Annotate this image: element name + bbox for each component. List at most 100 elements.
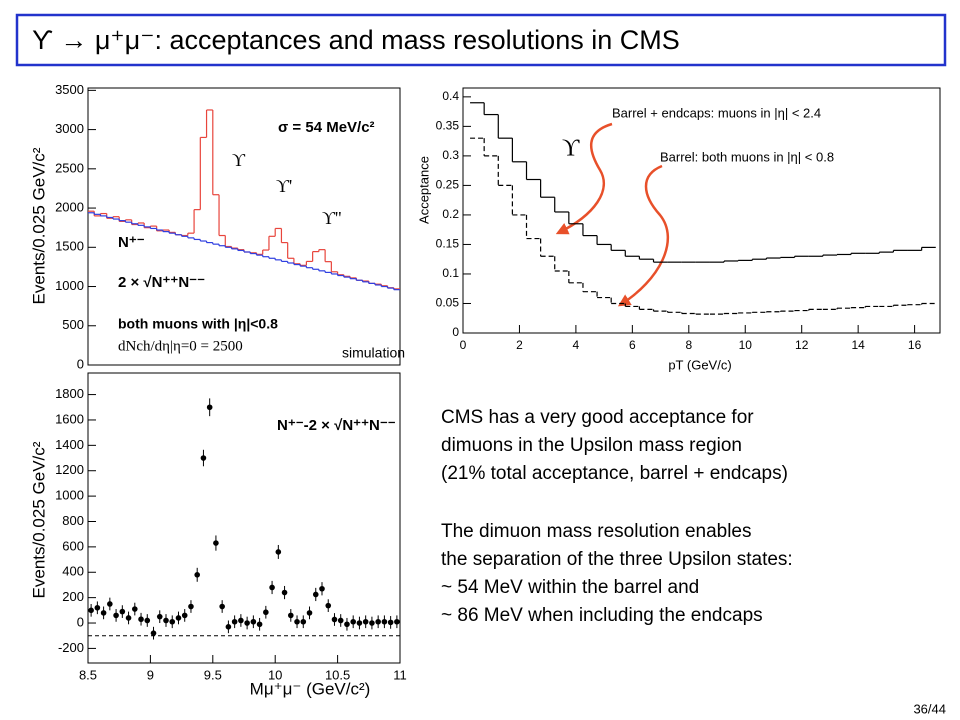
body-text: the separation of the three Upsilon stat… bbox=[441, 549, 793, 570]
x-tick-label: 9 bbox=[147, 667, 154, 682]
annotation: ϒ'' bbox=[322, 208, 342, 228]
x-tick-label: 10 bbox=[268, 667, 282, 682]
data-point bbox=[88, 607, 94, 614]
data-point bbox=[125, 615, 132, 621]
data-point bbox=[362, 618, 369, 625]
data-point bbox=[288, 612, 294, 619]
annotation: ϒ' bbox=[276, 176, 292, 196]
y-tick-label: 200 bbox=[62, 589, 84, 604]
y-tick-label: 1600 bbox=[55, 411, 84, 426]
arrow bbox=[617, 164, 670, 307]
data-point bbox=[175, 615, 182, 621]
annotation: simulation bbox=[342, 345, 405, 361]
step-connector bbox=[93, 212, 395, 290]
data-point bbox=[144, 617, 151, 624]
y-tick-label: 1000 bbox=[55, 488, 84, 503]
x-tick-label: 2 bbox=[516, 338, 523, 352]
annotation: both muons with |η|<0.8 bbox=[118, 316, 278, 332]
y-tick-label: 0 bbox=[77, 356, 84, 371]
data-point bbox=[100, 610, 107, 616]
y-tick-label: 800 bbox=[62, 513, 84, 528]
step-connector bbox=[93, 109, 395, 289]
y-tick-label: 0.25 bbox=[436, 178, 460, 192]
data-point bbox=[250, 618, 257, 625]
y-tick-label: 0.05 bbox=[436, 296, 460, 310]
data-point bbox=[113, 612, 119, 619]
title-box bbox=[15, 13, 947, 67]
x-axis-label: pT (GeV/c) bbox=[668, 357, 731, 372]
data-point bbox=[394, 618, 400, 625]
data-point bbox=[263, 609, 269, 616]
y-tick-label: 0.4 bbox=[442, 89, 459, 103]
data-point bbox=[381, 618, 388, 625]
y-tick-label: 1000 bbox=[55, 278, 84, 293]
data-point bbox=[200, 455, 207, 461]
x-tick-label: 0 bbox=[460, 338, 467, 352]
data-point bbox=[156, 613, 163, 620]
data-point bbox=[300, 618, 307, 625]
plot-frame bbox=[462, 87, 941, 334]
arrow bbox=[555, 122, 613, 235]
data-point bbox=[225, 624, 232, 630]
y-tick-label: 400 bbox=[62, 564, 84, 579]
data-point bbox=[132, 606, 138, 612]
data-point bbox=[281, 589, 288, 596]
annotation: dNch/dη|η=0 = 2500 bbox=[118, 338, 243, 354]
x-tick-label: 11 bbox=[393, 667, 407, 682]
data-point bbox=[356, 620, 363, 626]
y-tick-label: -200 bbox=[58, 640, 84, 655]
data-point bbox=[169, 618, 176, 625]
y-tick-label: 1200 bbox=[55, 462, 84, 477]
body-text: The dimuon mass resolution enables bbox=[441, 521, 752, 542]
y-tick-label: 0.1 bbox=[442, 266, 459, 280]
x-tick-label: 10 bbox=[739, 338, 753, 352]
data-point bbox=[350, 618, 357, 625]
y-tick-label: 0 bbox=[452, 325, 459, 339]
annotation: σ = 54 MeV/c² bbox=[278, 119, 375, 136]
data-point bbox=[275, 549, 282, 555]
data-point bbox=[387, 619, 394, 626]
plot-frame bbox=[87, 372, 401, 664]
x-tick-label: 10.5 bbox=[325, 667, 350, 682]
data-point bbox=[213, 540, 219, 546]
y-tick-label: 0.35 bbox=[436, 119, 460, 133]
data-point bbox=[150, 630, 157, 636]
y-tick-label: 1400 bbox=[55, 437, 84, 452]
data-point bbox=[319, 585, 325, 592]
step-connector bbox=[483, 102, 923, 263]
legend-label: N⁺⁻ bbox=[118, 234, 145, 251]
slide-title: ϒ → μ⁺μ⁻: acceptances and mass resolutio… bbox=[32, 25, 680, 55]
data-point bbox=[331, 616, 338, 623]
legend-label: N⁺⁻-2 × √N⁺⁺N⁻⁻ bbox=[277, 417, 396, 434]
data-point bbox=[312, 591, 319, 598]
step-connector bbox=[483, 138, 923, 315]
y-tick-label: 1500 bbox=[55, 239, 84, 254]
data-point bbox=[219, 603, 225, 610]
y-tick-label: 2500 bbox=[55, 160, 84, 175]
data-point bbox=[294, 618, 300, 625]
data-point bbox=[231, 618, 238, 625]
data-point bbox=[163, 617, 169, 624]
y-axis-label: Events/0.025 GeV/c² bbox=[29, 147, 48, 304]
legend-label: Barrel + endcaps: muons in |η| < 2.4 bbox=[612, 105, 821, 120]
x-axis-label: Mμ⁺μ⁻ (GeV/c²) bbox=[250, 679, 371, 698]
data-point bbox=[244, 620, 250, 626]
x-tick-label: 6 bbox=[629, 338, 636, 352]
body-text: (21% total acceptance, barrel + endcaps) bbox=[441, 463, 788, 484]
y-tick-label: 600 bbox=[62, 538, 84, 553]
y-tick-label: 3000 bbox=[55, 121, 84, 136]
data-point bbox=[107, 601, 113, 607]
data-point bbox=[369, 620, 375, 626]
data-point bbox=[344, 621, 350, 628]
data-point bbox=[375, 618, 381, 625]
data-point bbox=[119, 608, 126, 615]
data-point bbox=[181, 612, 188, 619]
y-tick-label: 0.15 bbox=[436, 237, 460, 251]
legend-label: 2 × √N⁺⁺N⁻⁻ bbox=[118, 274, 205, 291]
data-point bbox=[238, 617, 244, 624]
y-tick-label: 1800 bbox=[55, 386, 84, 401]
y-tick-label: 0 bbox=[77, 614, 84, 629]
y-axis-label: Events/0.025 GeV/c² bbox=[29, 441, 48, 598]
y-axis-label: Acceptance bbox=[416, 156, 431, 224]
